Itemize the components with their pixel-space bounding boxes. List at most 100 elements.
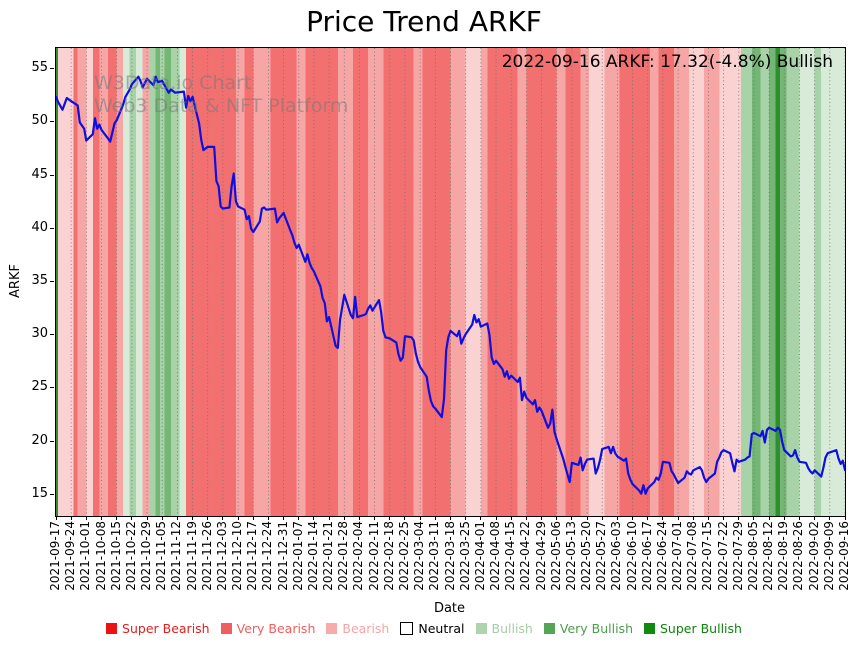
sentiment-band-bearish xyxy=(142,48,150,516)
x-tick-label: 2022-04-08 xyxy=(488,521,503,591)
legend-swatch xyxy=(326,623,338,634)
sentiment-band-very_bearish xyxy=(487,48,518,516)
x-tick-label: 2021-10-01 xyxy=(78,521,93,591)
x-tick-mark xyxy=(738,516,740,520)
price-line xyxy=(56,75,845,495)
x-tick-mark xyxy=(586,516,588,520)
x-tick-mark xyxy=(571,516,573,520)
sentiment-bands xyxy=(56,48,845,516)
gridlines xyxy=(56,48,845,516)
x-tick-label: 2022-08-19 xyxy=(776,521,791,591)
y-tick-label: 35 xyxy=(31,273,48,288)
x-tick-label: 2021-10-22 xyxy=(123,521,138,591)
x-tick-mark xyxy=(525,516,527,520)
sentiment-band-bearish_light xyxy=(86,48,93,516)
y-tick-label: 15 xyxy=(31,485,48,501)
sentiment-band-bearish xyxy=(556,48,566,516)
y-tick-label: 20 xyxy=(31,432,48,448)
sentiment-band-very_bearish xyxy=(619,48,650,516)
x-tick-label: 2021-10-15 xyxy=(108,521,123,591)
sentiment-band-bearish xyxy=(704,48,720,516)
sentiment-band-super_bullish xyxy=(56,48,59,516)
x-tick-label: 2022-07-01 xyxy=(670,521,685,591)
sentiment-band-very_bullish xyxy=(779,48,787,516)
y-tick-mark xyxy=(50,334,54,336)
y-tick-mark xyxy=(50,121,54,123)
sentiment-band-bearish_light xyxy=(465,48,481,516)
x-tick-mark xyxy=(692,516,694,520)
x-tick-label: 2022-03-11 xyxy=(427,521,442,591)
x-tick-mark xyxy=(404,516,406,520)
x-tick-label: 2022-02-11 xyxy=(366,521,381,591)
x-tick-mark xyxy=(55,516,57,520)
x-tick-label: 2022-02-25 xyxy=(396,521,411,591)
price-line-chart xyxy=(56,48,845,516)
x-tick-label: 2022-05-06 xyxy=(548,521,563,591)
legend-item-bearish: Bearish xyxy=(326,621,389,636)
sentiment-band-bearish xyxy=(450,48,466,516)
x-tick-label: 2021-11-26 xyxy=(199,521,214,591)
sentiment-band-bearish xyxy=(480,48,488,516)
x-tick-mark xyxy=(844,516,846,520)
x-tick-mark xyxy=(783,516,785,520)
legend-item-super-bullish: Super Bullish xyxy=(644,621,742,636)
x-tick-label: 2022-04-15 xyxy=(503,521,518,591)
x-tick-mark xyxy=(677,516,679,520)
sentiment-band-bullish xyxy=(760,48,770,516)
x-tick-label: 2022-07-08 xyxy=(685,521,700,591)
sentiment-band-bullish_light xyxy=(123,48,130,516)
sentiment-band-very_bearish xyxy=(73,48,78,516)
x-tick-label: 2021-11-05 xyxy=(154,521,169,591)
price-annotation: 2022-09-16 ARKF: 17.32(-4.8%) Bullish xyxy=(501,52,833,72)
x-tick-label: 2021-09-24 xyxy=(63,521,78,591)
legend-item-neutral: Neutral xyxy=(400,621,465,636)
x-tick-mark xyxy=(434,516,436,520)
x-tick-label: 2022-01-07 xyxy=(290,521,305,591)
sentiment-band-very_bearish xyxy=(92,48,100,516)
x-tick-label: 2022-06-10 xyxy=(624,521,639,591)
sentiment-band-very_bullish xyxy=(164,48,171,516)
sentiment-band-bullish xyxy=(170,48,180,516)
x-tick-label: 2022-07-15 xyxy=(700,521,715,591)
x-tick-mark xyxy=(450,516,451,520)
x-tick-mark xyxy=(419,516,421,520)
sentiment-band-bearish_light xyxy=(58,48,74,516)
legend-swatch xyxy=(543,623,555,634)
x-tick-label: 2022-05-27 xyxy=(594,521,609,591)
y-tick-mark xyxy=(50,68,54,70)
sentiment-band-very_bearish xyxy=(383,48,414,516)
x-tick-label: 2021-11-12 xyxy=(169,521,184,591)
x-tick-label: 2021-12-24 xyxy=(260,521,275,591)
x-tick-mark xyxy=(556,516,558,520)
x-tick-mark xyxy=(70,516,72,520)
x-tick-mark xyxy=(192,516,194,520)
x-tick-mark xyxy=(283,516,285,520)
x-tick-label: 2022-08-05 xyxy=(745,521,760,591)
legend-item-very-bearish: Very Bearish xyxy=(220,621,315,636)
sentiment-band-bearish xyxy=(337,48,353,516)
sentiment-band-bullish_light xyxy=(136,48,143,516)
x-tick-mark xyxy=(85,516,87,520)
y-tick-label: 45 xyxy=(31,166,48,182)
y-tick-label: 40 xyxy=(31,219,48,235)
x-tick-mark xyxy=(768,516,770,520)
y-tick-mark xyxy=(50,174,54,176)
legend-item-super-bearish: Super Bearish xyxy=(106,621,210,636)
sentiment-band-bearish xyxy=(116,48,124,516)
x-tick-label: 2022-03-25 xyxy=(457,521,472,591)
x-tick-label: 2022-04-29 xyxy=(533,521,548,591)
y-tick-mark xyxy=(50,227,54,229)
legend-label: Neutral xyxy=(418,621,465,636)
sentiment-band-bullish xyxy=(814,48,822,516)
x-tick-label: 2021-12-31 xyxy=(275,521,290,591)
x-tick-label: 2022-09-02 xyxy=(806,521,821,591)
sentiment-band-very_bullish xyxy=(751,48,761,516)
x-tick-label: 2022-01-14 xyxy=(305,521,320,591)
x-tick-label: 2022-03-18 xyxy=(442,521,457,591)
x-tick-mark xyxy=(632,516,634,520)
x-tick-label: 2022-01-21 xyxy=(321,521,336,591)
x-tick-mark xyxy=(131,516,133,520)
x-tick-mark xyxy=(161,516,163,520)
sentiment-band-bearish xyxy=(673,48,689,516)
